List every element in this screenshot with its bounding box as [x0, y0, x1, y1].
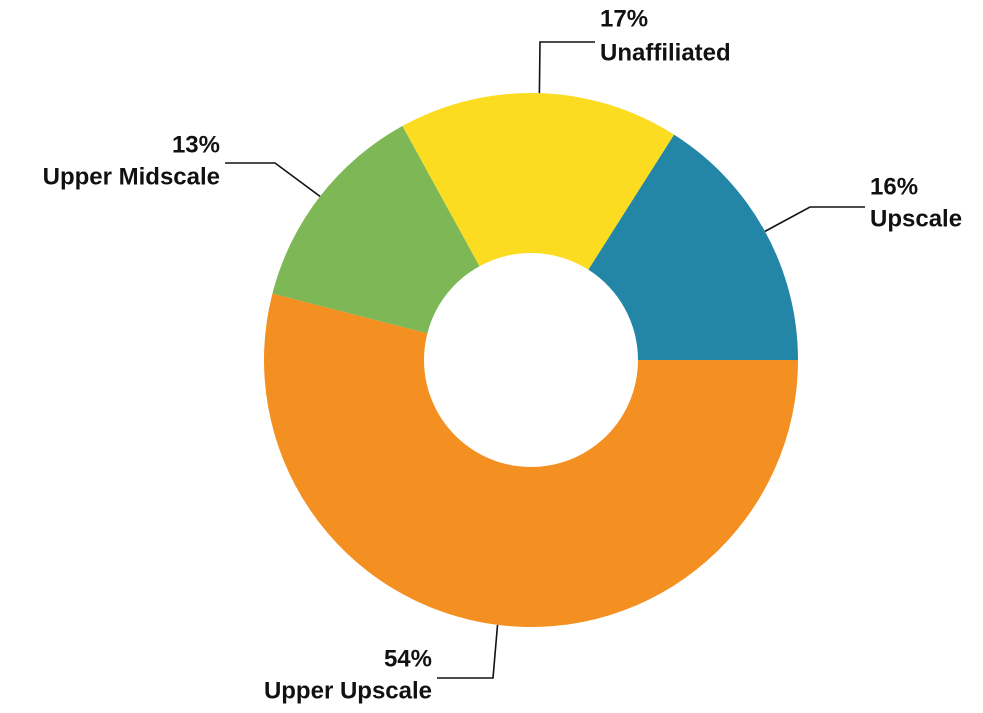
leader-line	[538, 41, 595, 94]
donut-slice	[263, 293, 798, 628]
data-label: 13%	[172, 131, 220, 158]
leader-line	[437, 624, 499, 679]
data-label: 54%	[384, 645, 432, 672]
category-label: Upscale	[870, 205, 962, 232]
category-label: Upper Midscale	[43, 163, 220, 190]
category-label: Upper Upscale	[264, 677, 432, 704]
data-label: 17%	[600, 5, 648, 32]
data-label: 16%	[870, 173, 918, 200]
leader-line	[764, 206, 865, 233]
donut-slice	[402, 92, 675, 270]
leader-line	[225, 162, 321, 197]
donut-slice	[588, 134, 798, 360]
donut-slice	[272, 126, 480, 334]
category-label: Unaffiliated	[600, 39, 731, 66]
